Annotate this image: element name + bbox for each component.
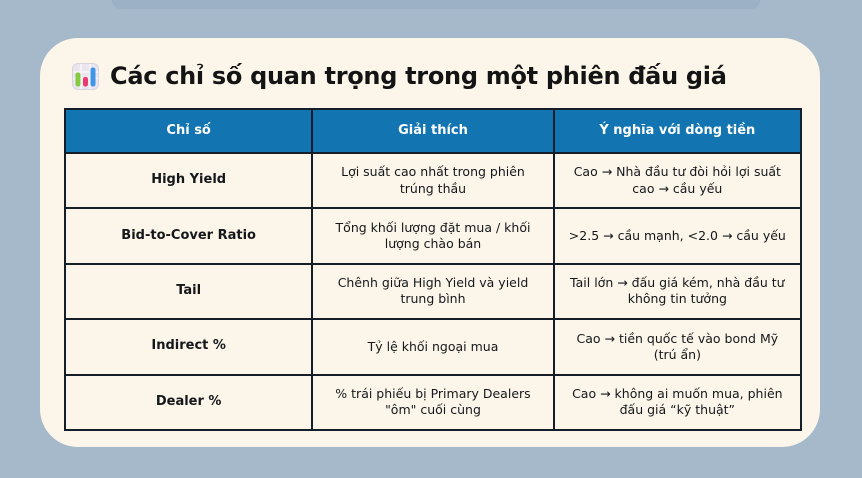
table-cell-meaning: >2.5 → cầu mạnh, <2.0 → cầu yếu [554,209,800,263]
title-row: Các chỉ số quan trọng trong một phiên đấ… [72,62,796,90]
auction-metrics-table: Chỉ số Giải thích Ý nghĩa với dòng tiền … [64,108,802,431]
table-cell-explanation: Tỷ lệ khối ngoại mua [313,320,553,374]
table-cell-meaning: Cao → tiền quốc tế vào bond Mỹ (trú ẩn) [554,320,800,374]
page-title: Các chỉ số quan trọng trong một phiên đấ… [110,62,727,90]
column-header-metric: Chỉ số [66,110,312,152]
table-cell-meaning: Tail lớn → đấu giá kém, nhà đầu tư không… [554,264,800,319]
column-header-meaning: Ý nghĩa với dòng tiền [554,110,800,152]
slide-card: Các chỉ số quan trọng trong một phiên đấ… [40,38,820,447]
table-cell-explanation: % trái phiếu bị Primary Dealers "ôm" cuố… [313,375,553,429]
table-cell-metric: Dealer % [66,375,312,429]
table-cell-metric: Indirect % [66,320,312,374]
column-header-explanation: Giải thích [313,110,553,152]
table-cell-meaning: Cao → không ai muốn mua, phiên đấu giá “… [554,375,800,429]
table-cell-metric: Tail [66,264,312,319]
previous-card-bottom-edge [112,0,760,9]
bar-chart-icon [72,62,99,90]
table-cell-meaning: Cao → Nhà đầu tư đòi hỏi lợi suất cao → … [554,154,800,208]
table-cell-explanation: Tổng khối lượng đặt mua / khối lượng chà… [313,209,553,263]
table-cell-metric: High Yield [66,154,312,208]
table-cell-explanation: Lợi suất cao nhất trong phiên trúng thầu [313,154,553,208]
table-cell-explanation: Chênh giữa High Yield và yield trung bìn… [313,264,553,319]
table-cell-metric: Bid-to-Cover Ratio [66,209,312,263]
